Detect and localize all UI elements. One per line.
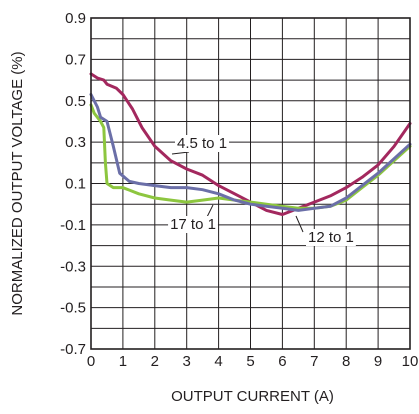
plot-frame (90, 17, 411, 350)
y-tick-label: 0.5 (65, 93, 86, 110)
y-axis-title: NORMALIZED OUTPUT VOLTAGE (%) (9, 51, 26, 315)
x-tick-label: 5 (246, 353, 254, 370)
x-tick-label: 3 (183, 353, 191, 370)
annotation-leader (171, 151, 190, 155)
annotation-bg (306, 229, 356, 246)
y-tick-label: 0.9 (65, 10, 86, 27)
x-tick-label: 0 (87, 353, 95, 370)
series-annotation: 17 to 1 (170, 216, 216, 233)
x-axis-title: OUTPUT CURRENT (A) (171, 388, 334, 405)
annotation-leader (206, 204, 214, 218)
y-tick-label: -0.1 (60, 217, 86, 234)
series-line (89, 103, 412, 210)
annotation-bg (168, 216, 218, 233)
x-tick-label: 4 (214, 353, 222, 370)
x-tick-labels: 0 1 2 3 4 5 6 7 8 9 10 (87, 353, 419, 370)
y-tick-labels: 0.9 0.7 0.5 0.3 0.1 -0.1 -0.3 -0.5 -0.7 (60, 10, 86, 358)
series-annotation: 4.5 to 1 (177, 135, 227, 152)
x-tick-label: 7 (310, 353, 318, 370)
x-tick-label: 2 (151, 353, 159, 370)
x-tick-label: 9 (374, 353, 382, 370)
y-tick-label: 0.7 (65, 51, 86, 68)
y-tick-label: -0.5 (60, 300, 86, 317)
series-line (89, 72, 412, 216)
annotations: 4.5 to 1 17 to 1 12 to 1 (168, 135, 356, 246)
x-tick-label: 1 (119, 353, 127, 370)
x-tick-label: 8 (342, 353, 350, 370)
annotation-leader (295, 215, 304, 233)
y-tick-label: 0.1 (65, 176, 86, 193)
x-tick-label: 10 (402, 353, 419, 370)
x-tick-label: 6 (278, 353, 286, 370)
y-tick-label: -0.3 (60, 258, 86, 275)
annotation-bg (175, 135, 230, 152)
series-line (89, 93, 412, 212)
y-tick-label: 0.3 (65, 134, 86, 151)
series-annotation: 12 to 1 (308, 229, 354, 246)
series-layer (89, 72, 412, 216)
y-tick-label: -0.7 (60, 341, 86, 358)
